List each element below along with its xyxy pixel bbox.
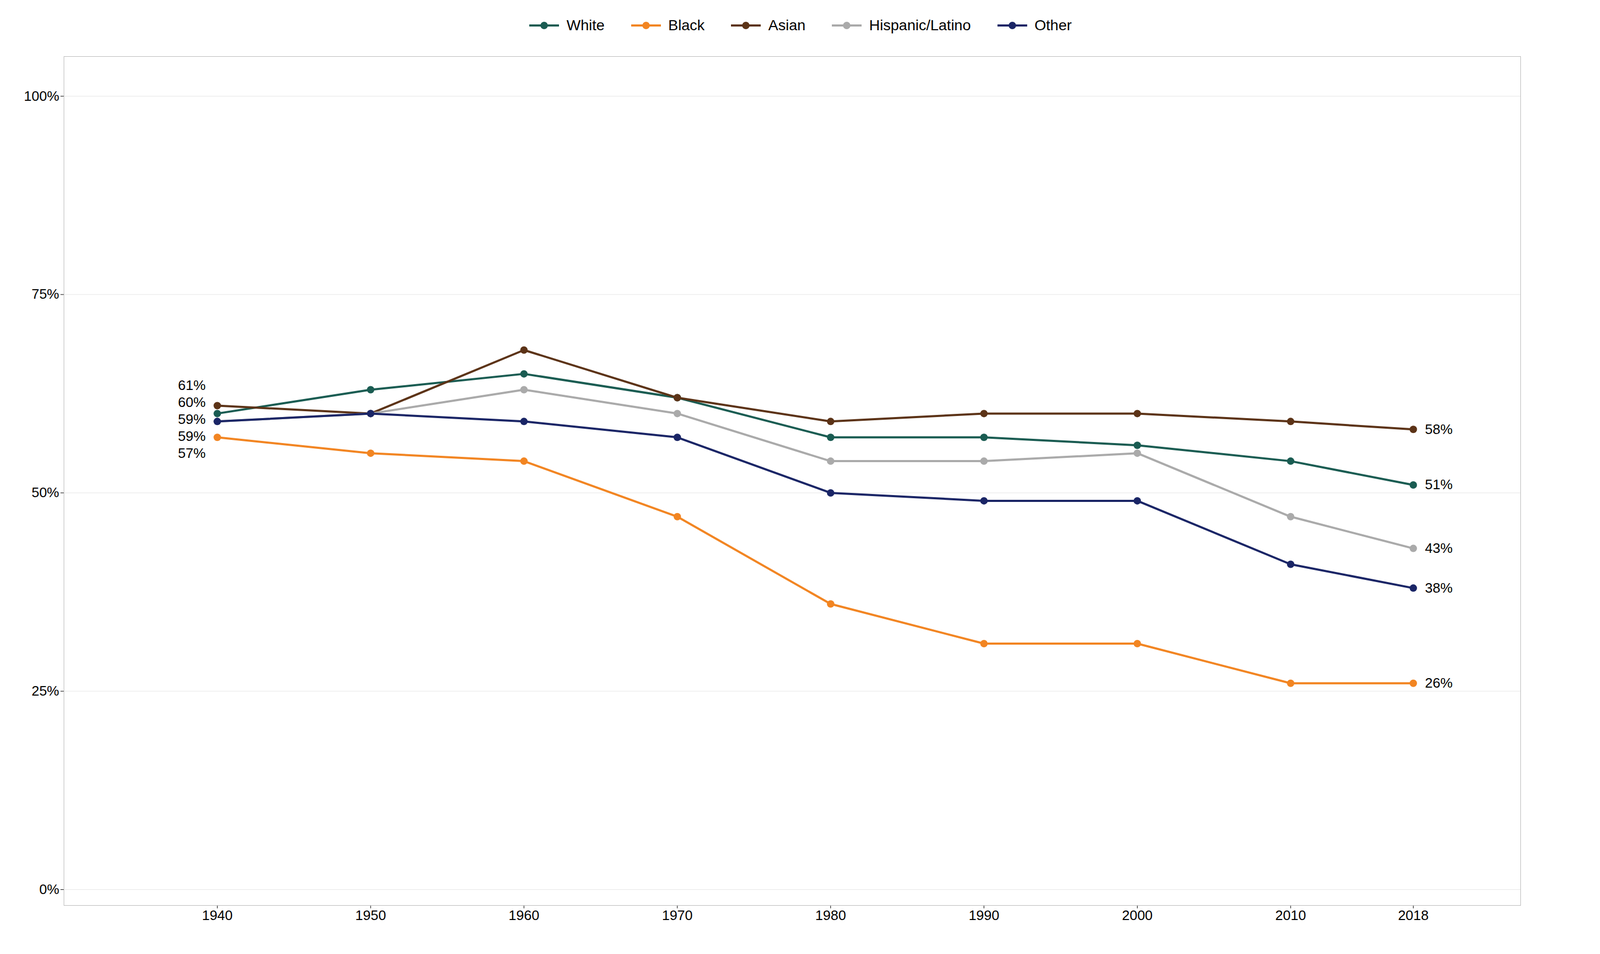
- svg-text:51%: 51%: [1424, 476, 1453, 493]
- svg-text:1970: 1970: [661, 907, 693, 924]
- svg-text:57%: 57%: [177, 445, 206, 462]
- svg-text:60%: 60%: [177, 394, 206, 411]
- html-text:White: White: [566, 16, 605, 34]
- svg-text:0%: 0%: [39, 881, 60, 898]
- html-text:Black: Black: [668, 16, 705, 34]
- svg-text:1950: 1950: [355, 907, 386, 924]
- svg-text:2010: 2010: [1275, 907, 1306, 924]
- svg-text:1940: 1940: [201, 907, 233, 924]
- svg-text:59%: 59%: [177, 428, 206, 445]
- svg-text:1960: 1960: [508, 907, 540, 924]
- svg-text:38%: 38%: [1424, 580, 1453, 597]
- svg-text:50%: 50%: [31, 484, 59, 501]
- svg-text:2018: 2018: [1397, 907, 1429, 924]
- svg-text:59%: 59%: [177, 411, 206, 428]
- svg-text:1980: 1980: [815, 907, 847, 924]
- svg-text:75%: 75%: [31, 286, 59, 303]
- svg-text:61%: 61%: [177, 377, 206, 394]
- html-text:Asian: Asian: [768, 16, 806, 34]
- svg-text:2000: 2000: [1121, 907, 1153, 924]
- svg-text:58%: 58%: [1424, 421, 1453, 438]
- svg-text:25%: 25%: [31, 683, 59, 700]
- html-text:Hispanic/Latino: Hispanic/Latino: [869, 16, 971, 34]
- svg-text:26%: 26%: [1424, 675, 1453, 692]
- svg-text:43%: 43%: [1424, 540, 1453, 557]
- svg-text:1990: 1990: [968, 907, 1000, 924]
- html-text:Other: Other: [1034, 16, 1072, 34]
- svg-text:100%: 100%: [23, 88, 60, 105]
